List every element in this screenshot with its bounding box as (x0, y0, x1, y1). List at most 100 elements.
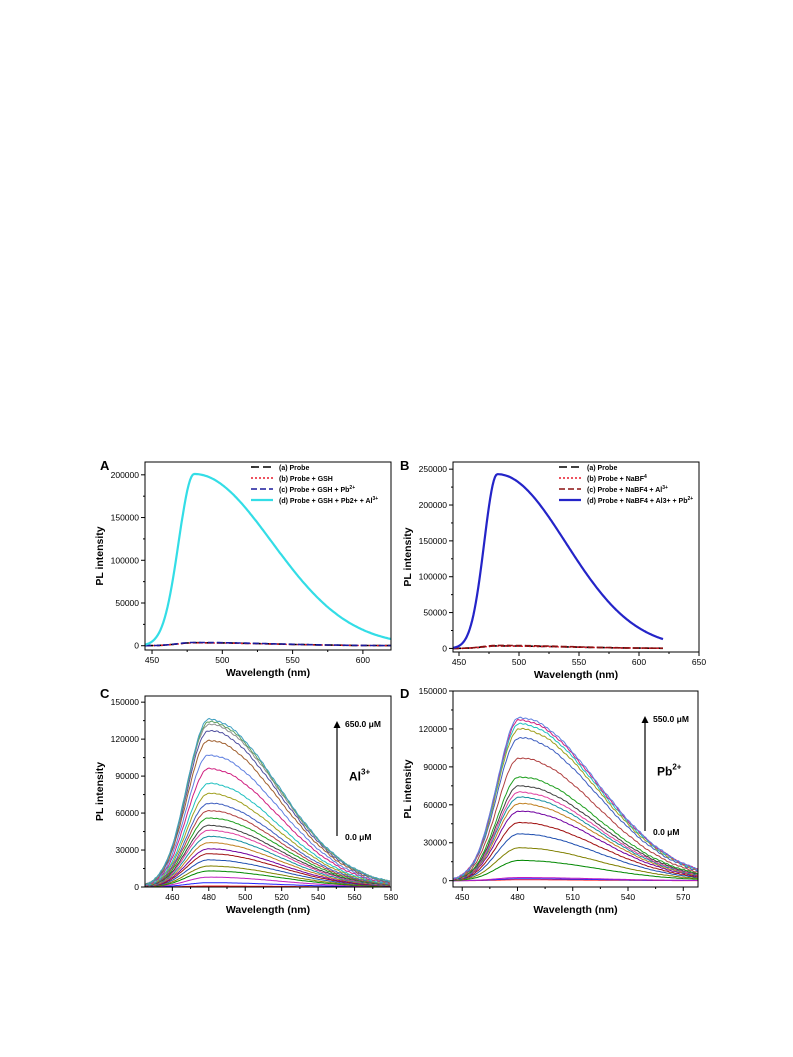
y-tick-label: 150000 (111, 697, 140, 707)
max-concentration: 650.0 μM (345, 719, 381, 729)
y-axis-label: PL intensity (94, 526, 106, 585)
x-tick-label: 550 (572, 657, 586, 667)
x-tick-label: 480 (510, 892, 524, 902)
x-tick-label: 510 (566, 892, 580, 902)
y-axis-label: PL intensity (94, 762, 106, 821)
spectrum-line (453, 859, 698, 882)
y-axis-label: PL intensity (402, 759, 414, 818)
y-tick-label: 100000 (111, 555, 140, 565)
legend-entry: (c) Probe + NaBF4 + Al3+ (587, 485, 668, 494)
spectrum-line (453, 810, 698, 881)
spectrum-line (145, 767, 391, 887)
spectrum-line (145, 802, 390, 887)
x-tick-label: 500 (512, 657, 526, 667)
legend-entry: (c) Probe + GSH + Pb2+ (279, 485, 355, 494)
spectrum-line (453, 727, 698, 880)
series-line (453, 644, 663, 650)
spectrum-line (453, 776, 698, 881)
x-tick-label: 650 (692, 657, 706, 667)
panel-c: C 460 480 500 520 540 560 580 0 30000 60000 90000 12… (94, 686, 398, 916)
x-axis-label: Wavelength (nm) (534, 669, 618, 681)
series-line (453, 473, 664, 649)
y-tick-label: 90000 (423, 762, 447, 772)
spectrum-line (145, 754, 390, 887)
plot-frame (452, 461, 700, 653)
y-tick-label: 150000 (111, 513, 140, 523)
x-tick-label: 450 (145, 655, 159, 665)
min-concentration: 0.0 μM (345, 832, 371, 842)
spectrum-line (453, 736, 698, 880)
series-group (453, 473, 664, 650)
y-tick-label: 0 (442, 643, 447, 653)
spectrum-line (453, 785, 698, 881)
spectrum-line (453, 833, 698, 881)
panel-a: A 450 500 550 600 0 50000 100000 150000 200000 Wav… (94, 458, 392, 679)
y-tick-label: 30000 (423, 838, 447, 848)
panel-b: B 450 500 550 600 650 0 50000 100000 150000 200000… (400, 458, 706, 681)
legend-entry: (d) Probe + NaBF4 + Al3+ + Pb2+ (587, 496, 693, 505)
arrow-head (641, 716, 649, 723)
spectrum-line (453, 791, 698, 881)
series-group (453, 716, 698, 882)
x-tick-label: 500 (238, 892, 252, 902)
spectrum-line (145, 882, 390, 887)
spectrum-line (453, 796, 698, 881)
y-tick-label: 150000 (419, 686, 448, 696)
legend-entry: (d) Probe + GSH + Pb2+ + Al3+ (279, 496, 378, 505)
max-concentration: 550.0 μM (653, 714, 689, 724)
series-line (145, 472, 391, 646)
y-tick-label: 60000 (423, 800, 447, 810)
panel-label: C (100, 686, 110, 701)
x-tick-label: 460 (165, 892, 179, 902)
spectrum-line (145, 859, 390, 887)
spectrum-line (453, 716, 698, 880)
ion-label: Pb2+ (657, 763, 682, 779)
y-tick-label: 200000 (111, 470, 140, 480)
y-axis-label: PL intensity (402, 527, 414, 586)
spectrum-line (145, 829, 390, 887)
legend-entry: (a) Probe (587, 465, 617, 472)
y-tick-label: 150000 (419, 536, 448, 546)
x-tick-label: 480 (202, 892, 216, 902)
spectrum-line (453, 757, 698, 880)
legend-entry: (b) Probe + NaBF4 (587, 474, 647, 483)
series-line (453, 645, 663, 650)
x-tick-label: 450 (452, 657, 466, 667)
spectrum-line (145, 782, 390, 887)
spectrum-line (145, 865, 390, 887)
panel-label: B (400, 458, 409, 473)
x-axis-label: Wavelength (nm) (226, 904, 310, 916)
spectrum-line (145, 876, 390, 887)
y-tick-label: 60000 (115, 808, 139, 818)
legend-entry: (a) Probe (279, 465, 309, 472)
x-tick-label: 600 (632, 657, 646, 667)
panel-label: A (100, 458, 110, 473)
x-tick-label: 540 (621, 892, 635, 902)
panel-label: D (400, 686, 409, 701)
series-group (145, 472, 391, 647)
y-tick-label: 50000 (423, 608, 447, 618)
x-tick-label: 520 (275, 892, 289, 902)
x-tick-label: 560 (347, 892, 361, 902)
panel-d: D 450 480 510 540 570 0 30000 60000 90000 120000 15… (400, 686, 699, 916)
spectrum-line (453, 821, 698, 881)
x-tick-label: 550 (286, 655, 300, 665)
y-tick-label: 0 (134, 882, 139, 892)
ion-label: Al3+ (349, 768, 370, 784)
x-tick-label: 570 (676, 892, 690, 902)
y-tick-label: 120000 (111, 734, 140, 744)
y-tick-label: 0 (442, 876, 447, 886)
x-tick-label: 540 (311, 892, 325, 902)
x-axis-label: Wavelength (nm) (533, 904, 617, 916)
series-line (145, 641, 391, 647)
y-tick-label: 30000 (115, 845, 139, 855)
spectrum-line (145, 817, 390, 887)
plot-frame (144, 461, 392, 651)
spectrum-line (453, 802, 698, 881)
x-tick-label: 450 (455, 892, 469, 902)
y-tick-label: 100000 (419, 572, 448, 582)
spectrum-line (453, 877, 698, 882)
y-tick-label: 250000 (419, 464, 448, 474)
y-tick-label: 90000 (115, 771, 139, 781)
